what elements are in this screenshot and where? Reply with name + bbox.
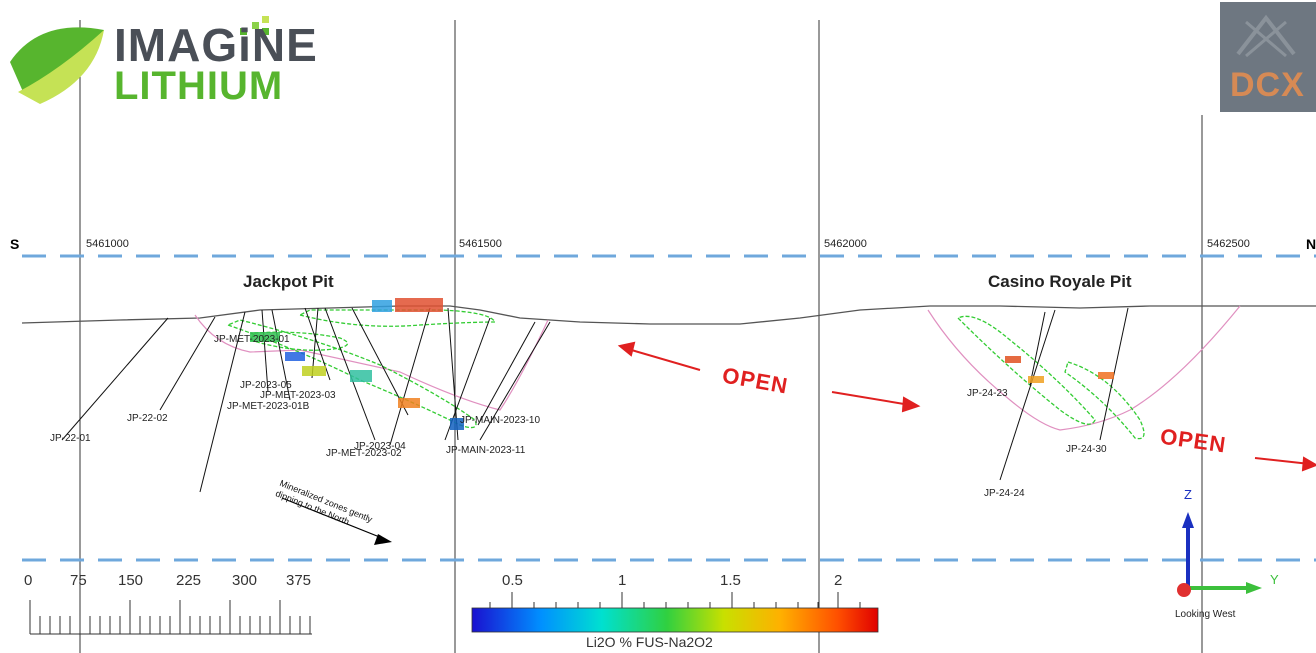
drill-hole-label: JP-MET-2023-03 bbox=[260, 390, 336, 401]
drill-hole-label: JP-24-30 bbox=[1066, 444, 1107, 455]
drill-hole-label: JP-24-23 bbox=[967, 388, 1008, 399]
open-arrows bbox=[617, 341, 1316, 472]
imagine-lithium-logo-icon bbox=[10, 16, 269, 104]
pickaxe-icon bbox=[1236, 14, 1296, 58]
jackpot-pit-label: Jackpot Pit bbox=[243, 272, 334, 291]
assay-markers bbox=[250, 298, 1114, 430]
drill-hole-label: JP-MAIN-2023-10 bbox=[460, 415, 541, 426]
northing-label: 5461000 bbox=[86, 238, 129, 250]
north-label: N bbox=[1306, 236, 1316, 252]
scale-tick-label: 300 bbox=[232, 572, 258, 589]
orientation-axes bbox=[1177, 512, 1262, 597]
casino-royale-zones bbox=[956, 315, 1145, 440]
color-bar-title: Li2O % FUS-Na2O2 bbox=[586, 634, 713, 650]
color-bar-tick-label: 1 bbox=[618, 572, 627, 589]
jackpot-pit-shell bbox=[194, 314, 549, 411]
logo-line1: IMAGiNE bbox=[114, 19, 318, 71]
casino-royale-pit-label: Casino Royale Pit bbox=[988, 272, 1132, 291]
scale-tick-label: 0 bbox=[24, 572, 33, 589]
color-bar-ticks bbox=[489, 592, 861, 608]
drill-hole-label: JP-MET-2023-01 bbox=[214, 334, 290, 345]
drill-hole-label: JP-MET-2023-01B bbox=[227, 401, 310, 412]
logo-line2: LITHIUM bbox=[114, 64, 284, 108]
northing-label: 5462000 bbox=[824, 238, 867, 250]
dcx-text: DCX bbox=[1230, 66, 1305, 104]
scale-tick-label: 75 bbox=[70, 572, 87, 589]
dcx-logo: DCX bbox=[1220, 2, 1316, 112]
topography-line bbox=[21, 305, 1316, 325]
scale-tick-label: 150 bbox=[118, 572, 144, 589]
imagine-lithium-logo: IMAGiNE LITHIUM bbox=[6, 14, 317, 114]
dip-arrow bbox=[281, 497, 392, 545]
northing-label: 5462500 bbox=[1207, 238, 1250, 250]
scale-bar bbox=[29, 600, 312, 635]
drill-hole-label: JP-2023-04 bbox=[354, 441, 406, 452]
z-axis-label: Z bbox=[1184, 487, 1192, 502]
drill-hole-label: JP-MAIN-2023-11 bbox=[446, 445, 526, 456]
color-bar-tick-label: 1.5 bbox=[720, 572, 741, 589]
casino-royale-pit-shell bbox=[927, 305, 1241, 431]
drill-hole-label: JP-22-02 bbox=[127, 413, 168, 424]
northing-label: 5461500 bbox=[459, 238, 502, 250]
drill-hole-label: JP-24-24 bbox=[984, 488, 1025, 499]
y-axis-label: Y bbox=[1270, 572, 1279, 587]
color-bar bbox=[471, 607, 879, 633]
south-label: S bbox=[10, 236, 20, 252]
drill-hole-label: JP-2023-05 bbox=[240, 380, 292, 391]
view-direction-label: Looking West bbox=[1175, 609, 1236, 620]
scale-tick-label: 225 bbox=[176, 572, 202, 589]
scale-tick-label: 375 bbox=[286, 572, 312, 589]
color-bar-tick-label: 0.5 bbox=[502, 572, 523, 589]
drill-hole-label: JP-22-01 bbox=[50, 433, 91, 444]
color-bar-tick-label: 2 bbox=[834, 572, 843, 589]
drill-hole-label: JP-MET-2023-02 bbox=[326, 448, 402, 459]
